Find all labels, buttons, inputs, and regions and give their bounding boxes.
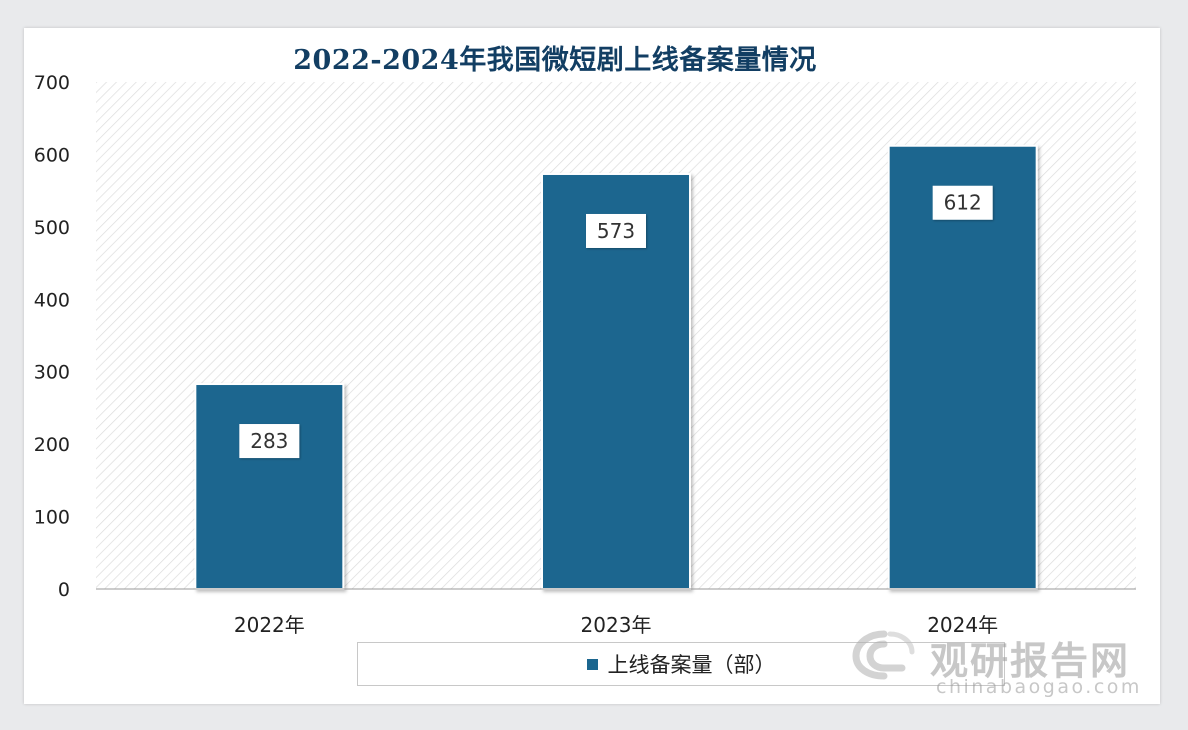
y-tick-label: 100 <box>34 507 70 529</box>
y-tick-label: 300 <box>34 362 70 384</box>
watermark-name: 观研报告网 <box>930 639 1131 683</box>
legend: 上线备案量（部） <box>357 642 1005 686</box>
y-tick-label: 700 <box>34 72 70 94</box>
y-tick-label: 200 <box>34 434 70 456</box>
watermark-url: chinabaogao.com <box>936 676 1142 698</box>
data-label: 573 <box>597 219 635 243</box>
bar-2022年 <box>194 383 345 590</box>
bar-2024年 <box>887 144 1038 590</box>
y-tick-label: 0 <box>58 579 70 601</box>
y-axis: 0 100 200 300 400 500 600 700 <box>34 72 70 601</box>
x-tick-label: 2022年 <box>234 613 305 637</box>
legend-label: 上线备案量（部） <box>607 653 776 677</box>
x-tick-label: 2024年 <box>927 613 998 637</box>
data-label: 612 <box>944 191 982 215</box>
data-label-box <box>239 424 300 459</box>
data-label-box <box>932 185 993 220</box>
x-axis: 2022年 2023年 2024年 <box>234 613 998 637</box>
data-label-box <box>586 213 646 248</box>
bars-group: 283 573 612 <box>194 144 1038 590</box>
y-tick-label: 400 <box>34 289 70 311</box>
data-label: 283 <box>250 429 288 453</box>
watermark-logo-icon <box>852 630 915 680</box>
chart-title: 2022-2024年我国微短剧上线备案量情况 <box>293 45 817 76</box>
y-tick-label: 600 <box>34 144 70 166</box>
x-tick-label: 2023年 <box>581 613 652 637</box>
legend-swatch <box>586 658 598 670</box>
y-tick-label: 500 <box>34 217 70 239</box>
watermark: 观研报告网 chinabaogao.com <box>848 620 1158 700</box>
